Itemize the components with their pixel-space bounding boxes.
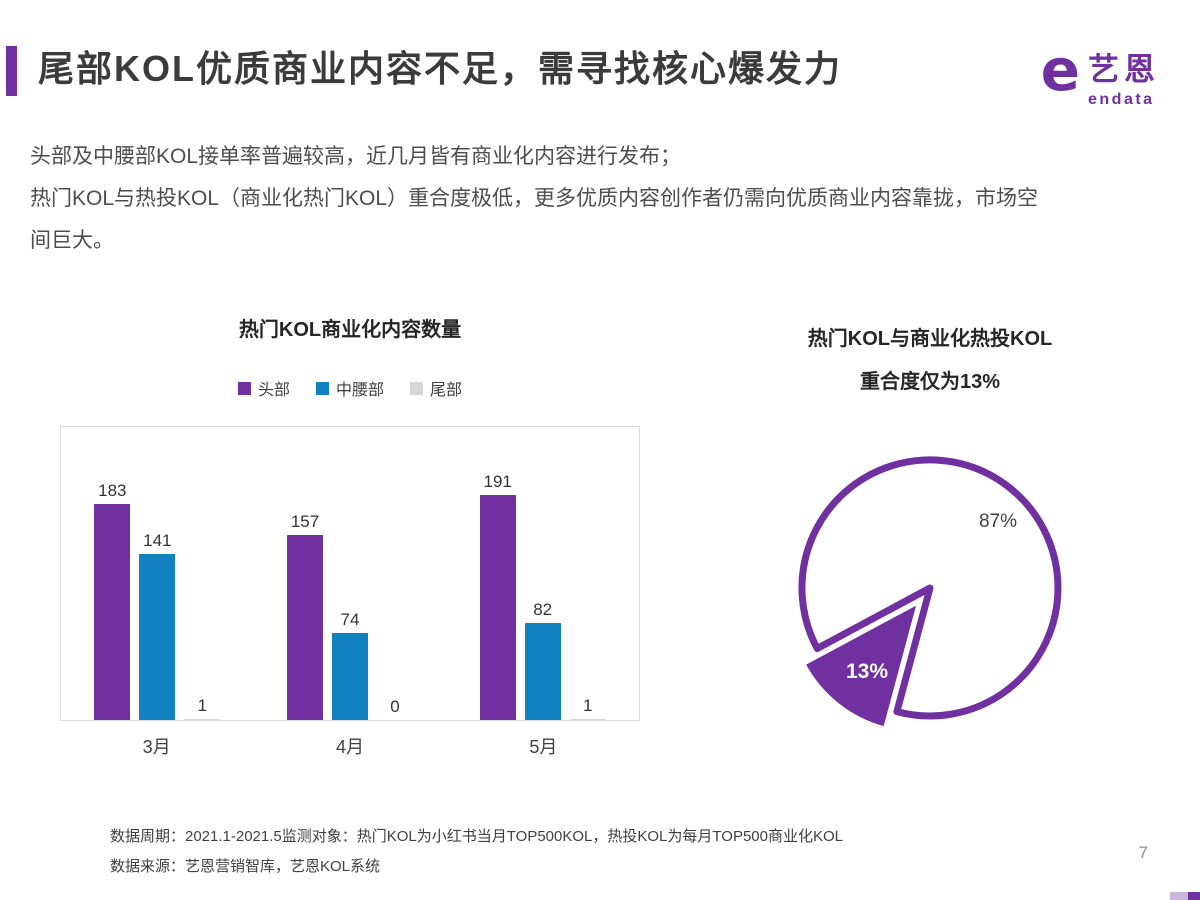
bar-chart-legend: 头部 中腰部 尾部 xyxy=(60,376,640,400)
bar-value-label: 191 xyxy=(483,472,512,491)
bar-group: 183 141 1 xyxy=(61,481,254,720)
bar-chart-x-axis: 3月 4月 5月 xyxy=(60,733,640,759)
title-accent-bar xyxy=(6,46,17,96)
pie-title-line-1: 热门KOL与商业化热投KOL xyxy=(807,328,1053,350)
bar-group: 191 82 1 xyxy=(446,472,639,720)
bar-chart-title: 热门KOL商业化内容数量 xyxy=(238,319,462,341)
body-paragraph-1: 头部及中腰部KOL接单率普遍较高，近几月皆有商业化内容进行发布； xyxy=(30,145,682,168)
bar-column: 157 xyxy=(287,512,323,720)
bar xyxy=(569,719,606,720)
bar-column: 183 xyxy=(94,481,131,720)
bar-column: 1 xyxy=(569,696,606,720)
bar-value-label: 1 xyxy=(582,696,593,715)
legend-label: 头部 xyxy=(257,382,290,399)
bar-value-label: 1 xyxy=(197,696,208,715)
brand-name-en: endata xyxy=(1088,91,1155,108)
endata-e-icon: e xyxy=(1040,36,1080,104)
bar-column: 191 xyxy=(479,472,516,720)
brand-text: 艺恩 endata xyxy=(1088,44,1160,109)
legend-item: 尾部 xyxy=(410,376,462,400)
pie-slice-87 xyxy=(798,456,1062,720)
legend-swatch xyxy=(410,381,423,395)
pie-title-line-2: 重合度仅为13% xyxy=(859,371,1001,393)
legend-swatch xyxy=(315,381,329,395)
pie-label-13: 13% xyxy=(846,660,888,683)
legend-swatch xyxy=(237,381,251,395)
bar xyxy=(139,554,176,720)
footer-line-1: 数据周期：2021.1-2021.5监测对象：热门KOL为小红书当月TOP500… xyxy=(110,828,843,845)
pie-label-87: 87% xyxy=(979,511,1017,532)
bar xyxy=(184,719,221,720)
pie-wrap: 87% 13% xyxy=(700,428,1160,758)
bar-value-label: 183 xyxy=(98,481,127,500)
slide-title: 尾部KOL优质商业内容不足，需寻找核心爆发力 xyxy=(38,48,842,89)
bar-column: 74 xyxy=(332,610,368,720)
pie-svg: 87% 13% xyxy=(798,456,1062,729)
footer-line-2: 数据来源：艺恩营销智库，艺恩KOL系统 xyxy=(110,858,381,875)
body-paragraph-2: 热门KOL与热投KOL（商业化热门KOL）重合度极低，更多优质内容创作者仍需向优… xyxy=(30,187,1039,252)
bar-chart-plot-area: 183 141 1 157 74 0 191 82 1 xyxy=(60,426,640,721)
bar xyxy=(332,633,368,720)
bar-column: 141 xyxy=(139,531,176,720)
legend-label: 尾部 xyxy=(430,382,463,399)
legend-item: 中腰部 xyxy=(315,376,384,400)
bar-column: 0 xyxy=(377,697,413,720)
bar-group: 157 74 0 xyxy=(254,512,447,720)
brand-logo: e 艺恩 endata xyxy=(1040,36,1160,109)
bar-column: 82 xyxy=(524,600,561,720)
bar-value-label: 82 xyxy=(533,600,553,619)
bar-value-label: 0 xyxy=(390,697,400,716)
bar-value-label: 141 xyxy=(143,531,172,550)
pie-slice-13 xyxy=(803,601,920,729)
bar xyxy=(479,495,516,720)
bar-chart: 热门KOL商业化内容数量 头部 中腰部 尾部 183 141 1 157 74 0 191 82 1… xyxy=(60,310,640,759)
bar-column: 1 xyxy=(184,696,221,720)
footer-notes: 数据周期：2021.1-2021.5监测对象：热门KOL为小红书当月TOP500… xyxy=(110,822,843,882)
pie-chart-title: 热门KOL与商业化热投KOL 重合度仅为13% xyxy=(700,318,1160,404)
legend-label: 中腰部 xyxy=(335,382,384,399)
x-axis-label: 4月 xyxy=(335,737,364,757)
page-number: 7 xyxy=(1138,843,1148,862)
x-axis-label: 3月 xyxy=(142,737,171,757)
bar xyxy=(524,623,561,720)
x-axis-label: 5月 xyxy=(529,737,558,757)
bar xyxy=(94,504,131,720)
brand-name-cn: 艺恩 xyxy=(1088,52,1160,87)
bar-value-label: 74 xyxy=(340,610,360,629)
pie-chart: 热门KOL与商业化热投KOL 重合度仅为13% 87% 13% xyxy=(700,310,1160,758)
corner-decoration xyxy=(1170,892,1200,900)
slide-body: 头部及中腰部KOL接单率普遍较高，近几月皆有商业化内容进行发布； 热门KOL与热… xyxy=(30,136,1050,262)
bar xyxy=(287,535,323,720)
bar-value-label: 157 xyxy=(290,512,320,531)
legend-item: 头部 xyxy=(237,376,290,400)
